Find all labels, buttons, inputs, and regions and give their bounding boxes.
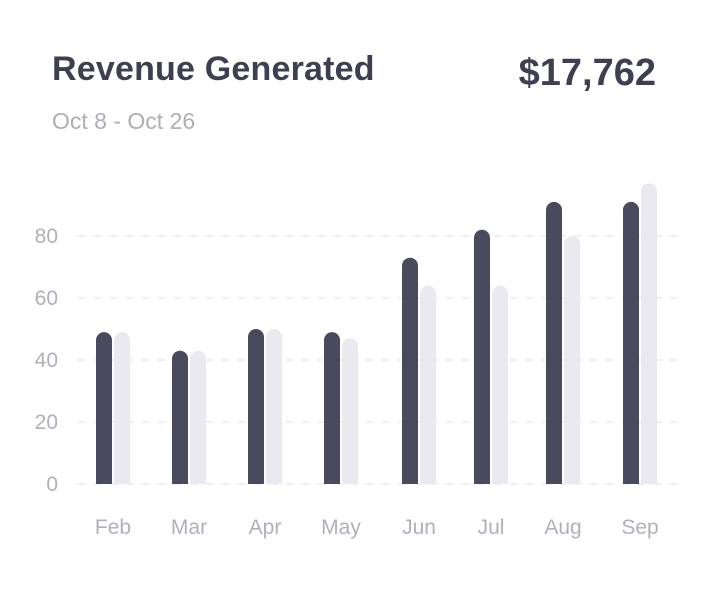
- bar-jul-series-1: [474, 229, 490, 484]
- bar-may-series-1: [324, 332, 340, 484]
- bar-jun-series-2: [420, 285, 436, 484]
- x-tick-label: Aug: [544, 516, 581, 539]
- bar-aug-series-1: [546, 201, 562, 484]
- x-tick-label: Jun: [402, 516, 436, 539]
- y-tick-label: 40: [35, 349, 58, 372]
- bar-sep-series-1: [623, 201, 639, 484]
- bar-apr-series-1: [248, 329, 264, 484]
- date-range: Oct 8 - Oct 26: [52, 108, 196, 134]
- bar-feb-series-2: [114, 332, 130, 484]
- y-tick-label: 20: [35, 411, 58, 434]
- bar-jun-series-1: [402, 257, 418, 484]
- x-tick-label: Jul: [478, 516, 505, 539]
- bar-aug-series-2: [564, 236, 580, 484]
- bar-mar-series-1: [172, 350, 188, 484]
- x-tick-label: Sep: [621, 516, 658, 539]
- x-tick-label: Apr: [249, 516, 282, 539]
- bar-feb-series-1: [96, 332, 112, 484]
- bar-may-series-2: [342, 338, 358, 484]
- bar-mar-series-2: [190, 350, 206, 484]
- bar-sep-series-2: [641, 183, 657, 485]
- bar-apr-series-2: [266, 329, 282, 484]
- bar-jul-series-2: [492, 285, 508, 484]
- x-tick-label: May: [321, 516, 361, 539]
- x-tick-label: Mar: [171, 516, 207, 539]
- y-tick-label: 0: [46, 473, 58, 496]
- x-tick-label: Feb: [95, 516, 131, 539]
- revenue-total: $17,762: [518, 52, 656, 94]
- y-tick-label: 60: [35, 287, 58, 310]
- y-tick-label: 80: [35, 225, 58, 248]
- chart-title: Revenue Generated: [52, 50, 375, 88]
